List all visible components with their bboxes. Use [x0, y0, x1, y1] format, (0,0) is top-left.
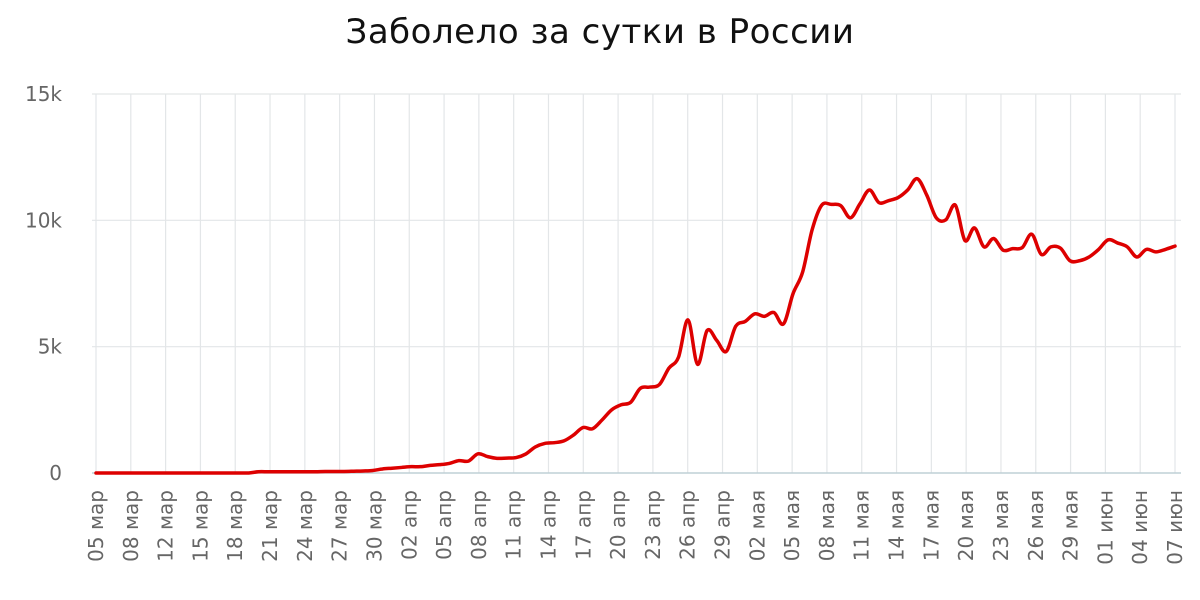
x-tick-label: 08 мар: [119, 490, 143, 562]
x-axis-ticks: 05 мар 08 мар 12 мар 15 мар 18 мар 21 мар 24 м…: [84, 490, 1187, 565]
x-tick-label: 08 апр: [467, 490, 491, 560]
x-tick-label: 05 мая: [780, 490, 804, 561]
x-tick-label: 04 июн: [1128, 490, 1152, 565]
chart-title: Заболело за сутки в России: [345, 12, 855, 52]
x-tick-label: 05 мар: [84, 490, 108, 562]
x-tick-label: 15 мар: [188, 490, 212, 562]
x-tick-label: 05 апр: [432, 490, 456, 560]
x-tick-label: 27 мар: [328, 490, 352, 562]
x-tick-label: 23 апр: [641, 490, 665, 560]
y-axis-ticks: 0 5k 10k 15k: [25, 82, 62, 485]
x-tick-label: 14 мая: [885, 490, 909, 561]
x-tick-label: 30 мар: [362, 490, 386, 562]
x-tick-label: 12 мар: [154, 490, 178, 562]
series-line: [94, 176, 1177, 475]
x-tick-label: 01 июн: [1093, 490, 1117, 565]
y-tick-label: 15k: [25, 82, 62, 106]
x-tick-label: 18 мар: [223, 490, 247, 562]
x-tick-label: 20 мая: [954, 490, 978, 561]
x-tick-label: 14 апр: [536, 490, 560, 560]
x-tick-label: 26 апр: [676, 490, 700, 560]
x-tick-label: 23 мая: [989, 490, 1013, 561]
x-tick-label: 02 апр: [397, 490, 421, 560]
x-tick-label: 08 мая: [815, 490, 839, 561]
x-tick-label: 11 апр: [502, 490, 526, 560]
x-tick-label: 26 мая: [1024, 490, 1048, 561]
x-tick-label: 02 мая: [745, 490, 769, 561]
x-tick-label: 29 апр: [711, 490, 735, 560]
vertical-gridlines: [95, 94, 1176, 473]
x-tick-label: 11 мая: [850, 490, 874, 561]
x-tick-label: 17 апр: [571, 490, 595, 560]
x-tick-label: 20 апр: [606, 490, 630, 560]
x-tick-label: 07 июн: [1163, 490, 1187, 565]
y-tick-label: 10k: [25, 208, 62, 232]
horizontal-gridlines: [92, 93, 1181, 474]
y-tick-label: 0: [49, 461, 62, 485]
x-tick-label: 29 мая: [1059, 490, 1083, 561]
x-tick-label: 17 мая: [919, 490, 943, 561]
y-tick-label: 5k: [38, 335, 63, 359]
x-tick-label: 24 мар: [293, 490, 317, 562]
x-tick-label: 21 мар: [258, 490, 282, 562]
